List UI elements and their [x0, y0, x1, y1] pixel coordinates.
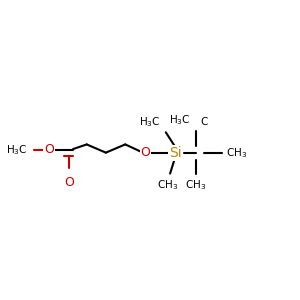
- Text: O: O: [141, 146, 151, 159]
- Text: O: O: [64, 176, 74, 190]
- Text: CH$_{3}$: CH$_{3}$: [226, 146, 247, 160]
- Text: O: O: [44, 143, 54, 157]
- Text: H$_{3}$C: H$_{3}$C: [6, 143, 27, 157]
- Text: H$_{3}$C: H$_{3}$C: [169, 113, 191, 127]
- Text: H$_{3}$C: H$_{3}$C: [139, 115, 161, 129]
- Text: C: C: [200, 117, 208, 127]
- Text: Si: Si: [169, 146, 182, 160]
- Text: CH$_{3}$: CH$_{3}$: [185, 178, 206, 192]
- Text: CH$_{3}$: CH$_{3}$: [158, 178, 179, 192]
